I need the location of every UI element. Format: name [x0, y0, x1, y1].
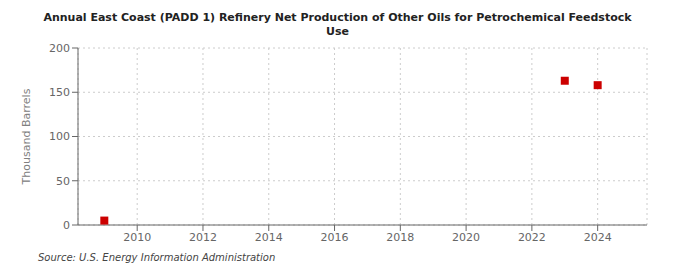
svg-text:2022: 2022	[518, 231, 546, 244]
svg-text:2012: 2012	[189, 231, 217, 244]
svg-text:2020: 2020	[452, 231, 480, 244]
svg-text:0: 0	[63, 219, 70, 232]
svg-text:150: 150	[49, 86, 70, 99]
svg-text:2018: 2018	[386, 231, 414, 244]
svg-text:200: 200	[49, 42, 70, 55]
svg-text:2016: 2016	[321, 231, 349, 244]
svg-text:Thousand Barrels: Thousand Barrels	[20, 88, 33, 185]
html-text:Use: Use	[326, 25, 349, 38]
svg-text:2014: 2014	[255, 231, 283, 244]
svg-text:2024: 2024	[584, 231, 612, 244]
svg-text:50: 50	[56, 175, 70, 188]
svg-text:100: 100	[49, 130, 70, 143]
html-text:Annual East Coast (PADD 1) Ref: Annual East Coast (PADD 1) Refinery Net …	[43, 11, 632, 24]
svg-text:2010: 2010	[123, 231, 151, 244]
html-text:Source: U.S. Energy Informatio: Source: U.S. Energy Information Administ…	[38, 252, 276, 263]
